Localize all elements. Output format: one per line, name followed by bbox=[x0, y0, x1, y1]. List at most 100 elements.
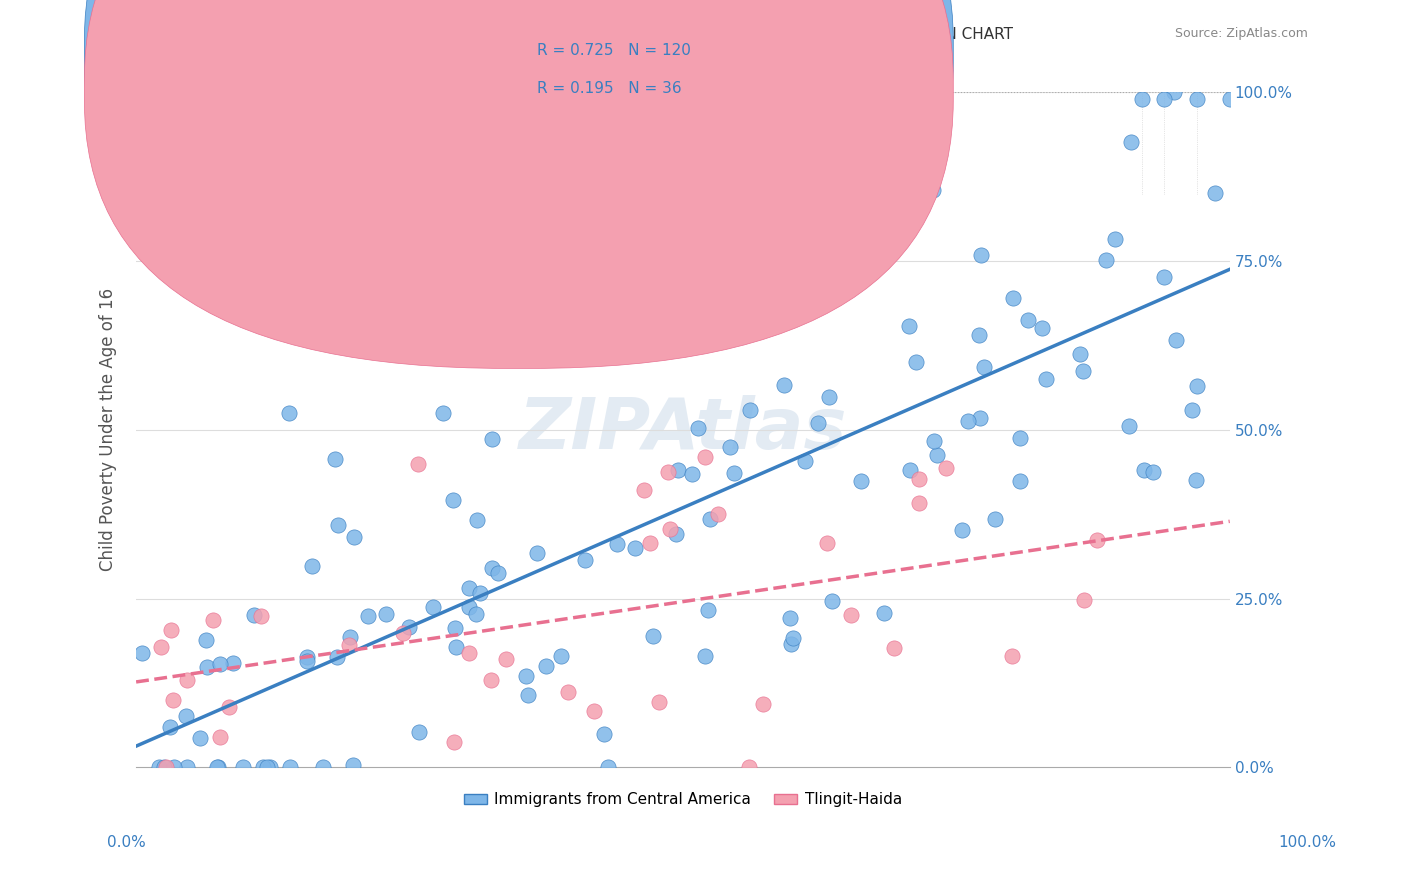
Tlingit-Haida bbox=[155, 760, 177, 774]
Immigrants from Central America bbox=[342, 758, 364, 772]
Tlingit-Haida bbox=[752, 697, 775, 711]
Tlingit-Haida bbox=[160, 623, 183, 637]
Immigrants from Central America bbox=[408, 724, 430, 739]
Immigrants from Central America bbox=[984, 512, 1007, 526]
Immigrants from Central America bbox=[328, 517, 350, 532]
Tlingit-Haida bbox=[202, 613, 225, 627]
Immigrants from Central America bbox=[441, 492, 464, 507]
Tlingit-Haida bbox=[209, 731, 232, 745]
Tlingit-Haida bbox=[638, 535, 661, 549]
Immigrants from Central America bbox=[574, 552, 596, 566]
Immigrants from Central America bbox=[311, 760, 333, 774]
Tlingit-Haida bbox=[150, 640, 173, 655]
Immigrants from Central America bbox=[256, 760, 278, 774]
Immigrants from Central America bbox=[174, 709, 197, 723]
Tlingit-Haida bbox=[1073, 592, 1095, 607]
Immigrants from Central America bbox=[534, 658, 557, 673]
Immigrants from Central America bbox=[222, 657, 245, 671]
Text: R = 0.195   N = 36: R = 0.195 N = 36 bbox=[537, 81, 682, 96]
Immigrants from Central America bbox=[592, 727, 614, 741]
Immigrants from Central America bbox=[1164, 333, 1187, 347]
Immigrants from Central America bbox=[550, 649, 572, 664]
Y-axis label: Child Poverty Under the Age of 16: Child Poverty Under the Age of 16 bbox=[100, 288, 117, 572]
Tlingit-Haida bbox=[495, 652, 517, 666]
Immigrants from Central America bbox=[723, 467, 745, 481]
Immigrants from Central America bbox=[925, 448, 948, 462]
Immigrants from Central America bbox=[1035, 372, 1057, 386]
Tlingit-Haida bbox=[648, 695, 671, 709]
Immigrants from Central America bbox=[693, 648, 716, 663]
Immigrants from Central America bbox=[339, 630, 361, 644]
Tlingit-Haida bbox=[1001, 648, 1024, 663]
Tlingit-Haida bbox=[706, 507, 728, 521]
Text: R = 0.725   N = 120: R = 0.725 N = 120 bbox=[537, 43, 690, 58]
Immigrants from Central America bbox=[773, 378, 796, 392]
Tlingit-Haida bbox=[695, 450, 717, 465]
Immigrants from Central America bbox=[195, 660, 218, 674]
Immigrants from Central America bbox=[1095, 253, 1118, 268]
Immigrants from Central America bbox=[159, 720, 181, 734]
Immigrants from Central America bbox=[821, 593, 844, 607]
Immigrants from Central America bbox=[515, 669, 537, 683]
Tlingit-Haida bbox=[218, 699, 240, 714]
Immigrants from Central America bbox=[681, 467, 703, 481]
Tlingit-Haida bbox=[908, 496, 931, 510]
Immigrants from Central America bbox=[301, 558, 323, 573]
Legend: Immigrants from Central America, Tlingit-Haida: Immigrants from Central America, Tlingit… bbox=[458, 787, 908, 814]
Text: Source: ZipAtlas.com: Source: ZipAtlas.com bbox=[1174, 27, 1308, 40]
Text: 0.0%: 0.0% bbox=[107, 836, 146, 850]
Immigrants from Central America bbox=[148, 760, 170, 774]
Immigrants from Central America bbox=[194, 633, 217, 648]
Immigrants from Central America bbox=[486, 566, 509, 581]
Immigrants from Central America bbox=[1010, 430, 1032, 444]
Immigrants from Central America bbox=[207, 760, 229, 774]
Immigrants from Central America bbox=[443, 621, 465, 635]
Immigrants from Central America bbox=[780, 234, 803, 248]
Tlingit-Haida bbox=[815, 535, 838, 549]
Immigrants from Central America bbox=[688, 421, 710, 435]
Immigrants from Central America bbox=[1185, 473, 1208, 487]
Tlingit-Haida bbox=[406, 457, 429, 471]
Immigrants from Central America bbox=[922, 434, 945, 448]
Tlingit-Haida bbox=[1085, 533, 1108, 547]
Immigrants from Central America bbox=[243, 607, 266, 622]
Tlingit-Haida bbox=[337, 638, 360, 652]
Immigrants from Central America bbox=[817, 391, 839, 405]
Tlingit-Haida bbox=[583, 704, 606, 718]
Immigrants from Central America bbox=[1002, 292, 1025, 306]
Immigrants from Central America bbox=[898, 318, 921, 333]
Tlingit-Haida bbox=[457, 646, 479, 660]
Immigrants from Central America bbox=[357, 609, 380, 624]
Immigrants from Central America bbox=[517, 688, 540, 702]
Immigrants from Central America bbox=[131, 646, 153, 660]
Immigrants from Central America bbox=[849, 474, 872, 488]
Immigrants from Central America bbox=[1153, 270, 1175, 285]
Immigrants from Central America bbox=[950, 524, 973, 538]
Immigrants from Central America bbox=[905, 355, 928, 369]
Immigrants from Central America bbox=[738, 402, 761, 417]
Immigrants from Central America bbox=[973, 359, 995, 374]
Immigrants from Central America bbox=[606, 537, 628, 551]
Immigrants from Central America bbox=[1185, 379, 1208, 393]
Immigrants from Central America bbox=[641, 629, 664, 643]
Immigrants from Central America bbox=[696, 603, 718, 617]
Immigrants from Central America bbox=[252, 760, 274, 774]
Immigrants from Central America bbox=[900, 463, 922, 477]
Immigrants from Central America bbox=[1181, 403, 1204, 417]
Tlingit-Haida bbox=[443, 735, 465, 749]
Immigrants from Central America bbox=[444, 640, 467, 654]
Text: IMMIGRANTS FROM CENTRAL AMERICA VS TLINGIT-HAIDA CHILD POVERTY UNDER THE AGE OF : IMMIGRANTS FROM CENTRAL AMERICA VS TLING… bbox=[98, 27, 1014, 42]
Immigrants from Central America bbox=[969, 248, 991, 262]
Immigrants from Central America bbox=[1142, 466, 1164, 480]
Immigrants from Central America bbox=[718, 440, 741, 454]
Immigrants from Central America bbox=[432, 406, 454, 420]
Immigrants from Central America bbox=[468, 586, 491, 600]
Immigrants from Central America bbox=[779, 637, 801, 651]
Immigrants from Central America bbox=[343, 530, 366, 544]
Immigrants from Central America bbox=[209, 657, 232, 672]
Tlingit-Haida bbox=[633, 483, 655, 498]
Immigrants from Central America bbox=[782, 631, 804, 645]
Immigrants from Central America bbox=[1185, 92, 1208, 106]
Immigrants from Central America bbox=[969, 411, 991, 425]
Tlingit-Haida bbox=[657, 466, 679, 480]
